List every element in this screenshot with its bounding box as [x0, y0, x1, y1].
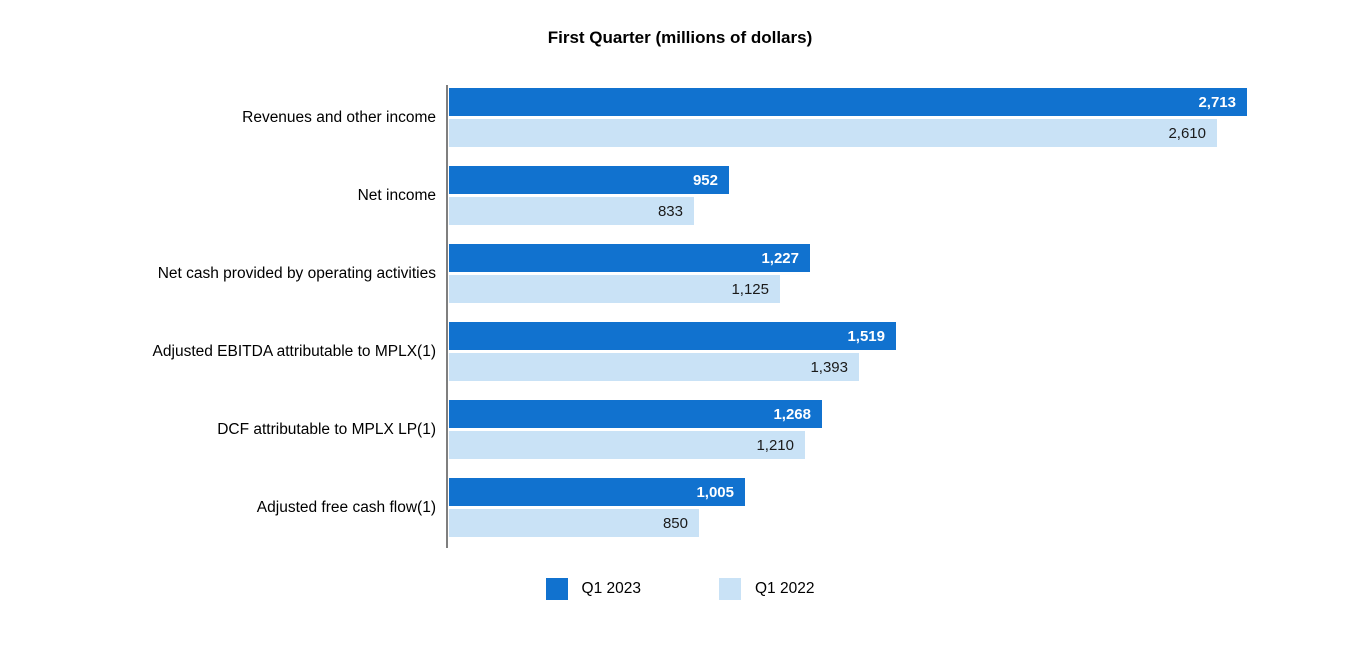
bar-q1-2023: 1,519: [449, 322, 896, 350]
bar-q1-2022: 833: [449, 197, 694, 225]
category-label: Adjusted EBITDA attributable to MPLX(1): [152, 342, 436, 360]
bar-value-label: 1,393: [810, 358, 848, 376]
bar-value-label: 1,125: [731, 280, 769, 298]
legend-label: Q1 2023: [581, 580, 641, 597]
bar-groups: Revenues and other income 2,713 2,610 Net i…: [153, 88, 1354, 548]
y-axis-line: [446, 85, 448, 548]
legend-swatch: [719, 578, 741, 600]
bar-value-label: 1,005: [696, 483, 734, 501]
legend: Q1 2023 Q1 2022: [0, 578, 1360, 600]
category-label: Net cash provided by operating activitie…: [157, 264, 436, 282]
legend-item-q1-2023: Q1 2023: [545, 578, 641, 600]
bar-q1-2022: 1,125: [449, 275, 780, 303]
bar-q1-2023: 952: [449, 166, 729, 194]
bar-q1-2022: 850: [449, 509, 699, 537]
bar-value-label: 1,227: [761, 249, 799, 267]
bar-q1-2023: 1,268: [449, 400, 822, 428]
legend-swatch: [545, 578, 568, 600]
bar-value-label: 2,713: [1198, 93, 1236, 111]
bar-value-label: 2,610: [1168, 124, 1206, 142]
bar-value-label: 833: [657, 202, 683, 220]
bar-value-label: 1,519: [847, 327, 885, 345]
bar-value-label: 952: [692, 171, 718, 189]
bar-q1-2023: 1,005: [449, 478, 745, 506]
bar-group: DCF attributable to MPLX LP(1) 1,268 1,210: [217, 400, 1354, 459]
bar-group: Adjusted EBITDA attributable to MPLX(1) 1…: [153, 322, 1354, 381]
bar-group: Net cash provided by operating activitie…: [158, 244, 1354, 303]
chart-title: First Quarter (millions of dollars): [547, 28, 813, 47]
bar-q1-2022: 1,210: [449, 431, 805, 459]
bar-q1-2023: 2,713: [449, 88, 1247, 116]
bar-q1-2022: 2,610: [449, 119, 1217, 147]
bar-q1-2023: 1,227: [449, 244, 810, 272]
bar-group: Adjusted free cash flow(1) 1,005 850: [257, 478, 1354, 537]
bar-value-label: 1,210: [756, 436, 794, 454]
bar-value-label: 850: [662, 514, 688, 532]
category-label: Adjusted free cash flow(1): [256, 498, 436, 516]
bar-q1-2022: 1,393: [449, 353, 859, 381]
legend-item-q1-2022: Q1 2022: [719, 578, 814, 600]
legend-label: Q1 2022: [755, 580, 815, 597]
bar-group: Net income 952 833: [358, 166, 1354, 225]
bar-group: Revenues and other income 2,713 2,610: [242, 88, 1354, 147]
category-label: Revenues and other income: [242, 108, 436, 126]
category-label: DCF attributable to MPLX LP(1): [217, 420, 436, 438]
category-label: Net income: [357, 186, 436, 204]
bar-value-label: 1,268: [773, 405, 811, 423]
